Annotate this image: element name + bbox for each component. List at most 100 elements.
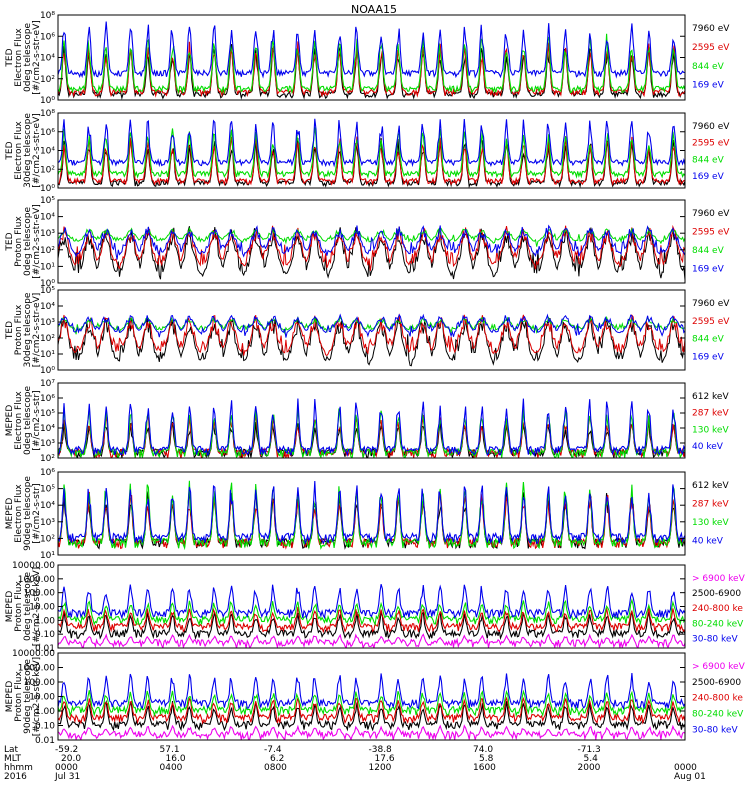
legend-entry: 169 eV	[692, 352, 725, 362]
y-tick-label: 10¹	[40, 350, 55, 360]
y-tick-label: 1.00	[35, 616, 55, 626]
legend-entry: 40 keV	[692, 536, 724, 546]
series-line	[58, 313, 685, 338]
y-tick-label: 1.00	[35, 707, 55, 717]
legend-entry: 7960 eV	[692, 299, 730, 309]
legend-entry: 30-80 keV	[692, 725, 738, 735]
y-tick-label: 10⁰	[40, 96, 55, 106]
x-lat-label: -59.2	[55, 745, 78, 755]
x-mlt-label: 5.4	[584, 754, 599, 764]
legend-entry: 2595 eV	[692, 139, 730, 149]
y-tick-label: 1000.00	[18, 575, 55, 585]
y-tick-label: 10⁶	[40, 394, 55, 404]
y-tick-label: 10¹	[40, 551, 55, 561]
y-axis-label: MEPEDProton Flux90deg telescope[#/cm2-s-…	[5, 657, 42, 736]
legend-entry: 844 eV	[692, 246, 725, 256]
series-line	[58, 480, 685, 546]
legend-entry: 2500-6900	[692, 589, 741, 599]
legend-entry: 80-240 keV	[692, 709, 744, 719]
legend-entry: 7960 eV	[692, 122, 730, 132]
series-line	[58, 606, 685, 634]
y-tick-label: 100.00	[24, 678, 56, 688]
series-line	[58, 699, 685, 732]
y-tick-label: 10²	[40, 334, 55, 344]
legend-entry: 844 eV	[692, 62, 725, 72]
x-lat-label: 74.0	[473, 745, 493, 755]
legend-entry: 40 keV	[692, 442, 724, 452]
y-tick-label: 10⁵	[40, 286, 55, 296]
x-hhmm-label: 1600	[473, 763, 496, 773]
x-hhmm-label: 0400	[160, 763, 183, 773]
x-lat-label: -38.8	[369, 745, 393, 755]
y-tick-label: 10⁵	[40, 409, 55, 419]
y-tick-label: 10⁶	[40, 468, 55, 478]
y-tick-label: 10⁴	[40, 54, 55, 64]
y-axis-label: MEPEDElectron Flux90deg telescope[#/cm2-…	[5, 476, 42, 551]
y-tick-label: 10⁴	[40, 501, 55, 511]
x-hhmm-label: 0800	[264, 763, 287, 773]
y-tick-label: 10.00	[29, 603, 55, 613]
panel-7: 0.01 0.10 1.00 10.00 100.00 1000.00 10000.00ME…	[5, 561, 746, 654]
series-line	[58, 137, 685, 188]
y-axis-label: TEDProton Flux0deg telescope[#/cm2-s-str…	[5, 204, 42, 279]
y-tick-label: 10⁵	[40, 485, 55, 495]
y-tick-label: 10⁴	[40, 147, 55, 157]
y-tick-label: 1000.00	[18, 664, 55, 674]
series-line	[58, 480, 685, 551]
y-tick-label: 10²	[40, 165, 55, 175]
x-hhmm-label: 1200	[369, 763, 392, 773]
panel-8-data	[58, 672, 685, 740]
y-axis-label: TEDElectron Flux0deg telescope[#/cm2-s-s…	[5, 20, 42, 95]
panel-4-data	[58, 313, 685, 367]
series-line	[58, 21, 685, 79]
legend-entry: > 6900 keV	[692, 662, 746, 672]
series-line	[58, 33, 685, 95]
x-mlt-label: 6.2	[270, 754, 284, 764]
series-line	[58, 136, 685, 187]
series-line	[58, 724, 685, 740]
legend-entry: 612 keV	[692, 481, 729, 491]
legend-entry: 612 keV	[692, 392, 729, 402]
series-line	[58, 610, 685, 641]
panel-frame	[57, 382, 686, 459]
x-lat-label: -71.3	[578, 745, 601, 755]
series-line	[58, 584, 685, 620]
legend-entry: 287 keV	[692, 409, 729, 419]
legend-entry: 7960 eV	[692, 209, 730, 219]
x-hhmm-label: 2000	[578, 763, 601, 773]
legend-entry: 2595 eV	[692, 43, 730, 53]
series-line	[58, 127, 685, 179]
series-line	[58, 696, 685, 725]
y-tick-label: 0.10	[35, 630, 55, 640]
y-tick-label: 10³	[40, 229, 55, 239]
series-line	[58, 224, 685, 271]
legend-entry: 130 keV	[692, 518, 729, 528]
x-date-label: Aug 01	[674, 772, 706, 782]
x-hhmm-label: 0000	[55, 763, 78, 773]
y-tick-label: 10²	[40, 246, 55, 256]
panel-frame	[57, 471, 686, 556]
legend-entry: 287 keV	[692, 499, 729, 509]
series-line	[58, 224, 685, 260]
legend-entry: 844 eV	[692, 335, 725, 345]
panel-frame	[57, 564, 686, 649]
x-hhmm-label: 0000	[674, 763, 697, 773]
y-tick-label: 10⁴	[40, 213, 55, 223]
y-axis-label: MEPEDElectron Flux0deg telescope[#/cm2-s…	[5, 386, 42, 456]
legend-entry: 169 eV	[692, 172, 725, 182]
legend-entry: 844 eV	[692, 155, 725, 165]
x-row-label: 2016	[4, 772, 27, 782]
series-line	[58, 672, 685, 710]
x-lat-label: -7.4	[264, 745, 282, 755]
panel-1-data	[58, 21, 685, 100]
panel-2-data	[58, 118, 685, 188]
y-tick-label: 0.01	[35, 644, 55, 654]
series-line	[58, 315, 685, 335]
y-tick-label: 10²	[40, 534, 55, 544]
series-line	[58, 118, 685, 168]
x-mlt-label: 17.6	[375, 754, 395, 764]
